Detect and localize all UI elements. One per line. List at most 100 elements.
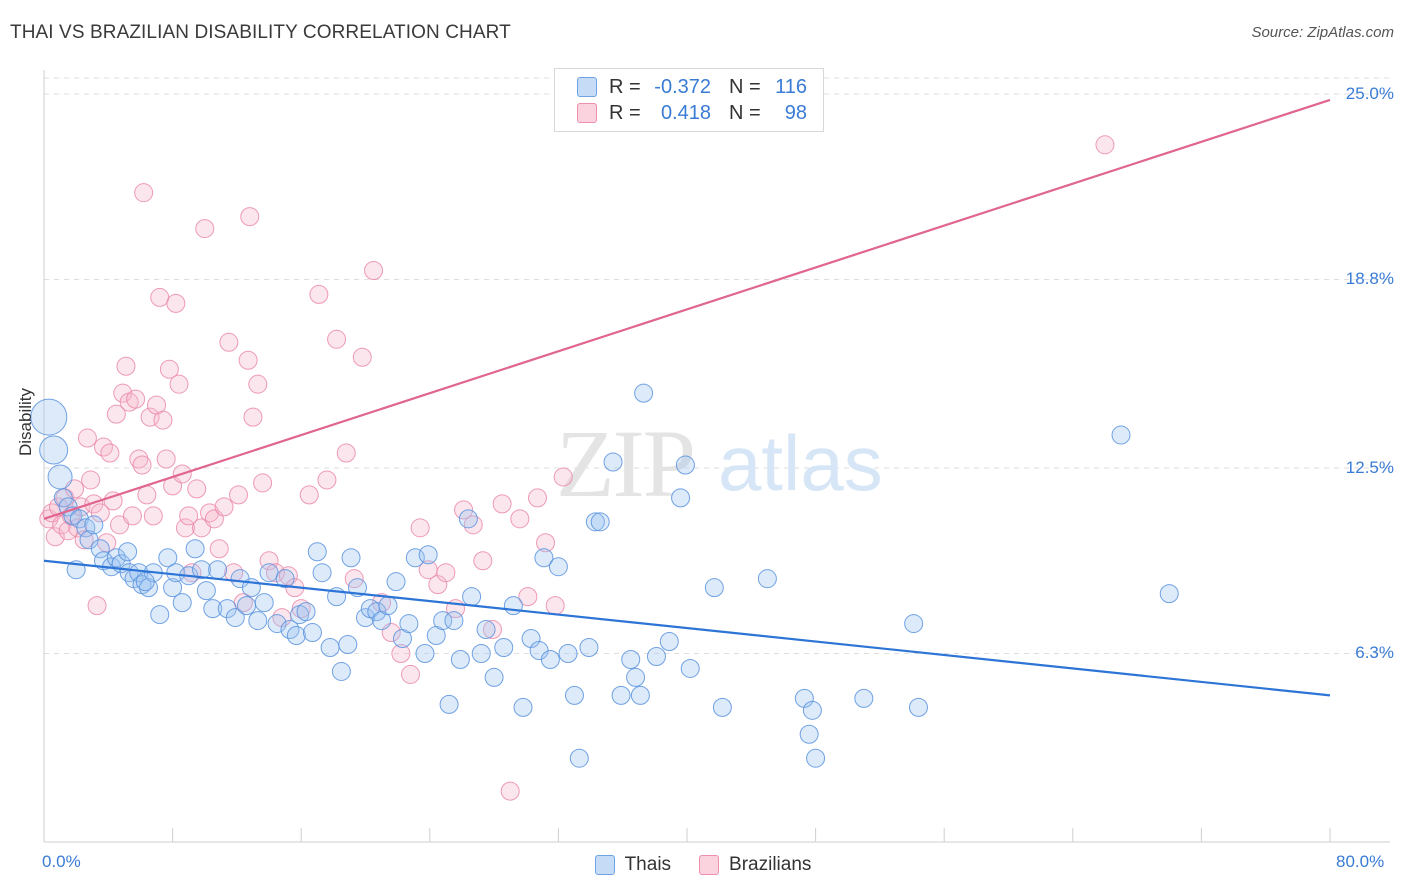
thais-point (203, 599, 223, 619)
brazilians-point (454, 500, 474, 520)
thais-point (254, 593, 274, 613)
thais-point (338, 635, 358, 655)
thais-point (225, 608, 245, 628)
thais-point (39, 435, 69, 465)
thais-point (386, 572, 406, 592)
brazilians-point (528, 488, 548, 508)
thais-point (806, 748, 826, 768)
brazilians-point (492, 494, 512, 514)
watermark-atlas: atlas (718, 419, 883, 507)
brazilians-point (137, 485, 157, 505)
brazilians-point (536, 533, 556, 553)
brazilians-point (87, 596, 107, 616)
y-tick-label: 18.8% (1345, 269, 1394, 289)
thais-point (704, 578, 724, 598)
trend-lines (43, 98, 1331, 697)
thais-point (1111, 425, 1131, 445)
legend-swatch-brazilians (699, 855, 720, 875)
thais-point (548, 557, 568, 577)
y-tick-label: 25.0% (1345, 83, 1394, 103)
thais-point (569, 748, 589, 768)
thais-point (192, 560, 212, 580)
thais-point (854, 688, 874, 708)
legend-n-value: 116 (775, 75, 807, 98)
brazilians-point (106, 404, 126, 424)
brazilians-points (39, 135, 1115, 801)
brazilians-point (74, 530, 94, 550)
thais-point (646, 646, 666, 666)
brazilians-point (134, 183, 154, 203)
thais-point (163, 578, 183, 598)
thais-point (444, 611, 464, 631)
legend-r-label: R = (609, 75, 641, 98)
brazilians-point (103, 491, 123, 511)
brazilians-point (248, 374, 268, 394)
thais-point (341, 548, 361, 568)
thais-point (630, 685, 650, 705)
brazilians-point (238, 350, 258, 370)
thais-point (558, 643, 578, 663)
thais-point (626, 667, 646, 687)
brazilians-point (473, 551, 493, 571)
thais-point (302, 623, 322, 643)
correlation-legend: R = -0.372 N = 116 R = 0.418 N = 98 (554, 68, 824, 132)
brazilians-point (159, 359, 179, 379)
thais-point (150, 605, 170, 625)
legend-item-thais[interactable]: Thais (594, 854, 671, 876)
brazilians-point (391, 643, 411, 663)
thais-point (675, 455, 695, 475)
brazilians-point (153, 410, 173, 430)
thais-point (118, 542, 138, 562)
brazilians-point (309, 284, 329, 304)
legend-row-brazilians: R = 0.418 N = 98 (577, 101, 807, 125)
brazilians-point (278, 566, 298, 586)
axes (43, 70, 1390, 843)
thais-point (680, 658, 700, 678)
thais-point (621, 649, 641, 669)
thais-point (158, 548, 178, 568)
brazilians-point (169, 374, 189, 394)
thais-point (904, 614, 924, 634)
brazilians-point (219, 332, 239, 352)
brazilians-point (482, 620, 502, 640)
brazilians-point (253, 473, 273, 493)
thais-point (476, 620, 496, 640)
brazilians-point (1095, 135, 1115, 155)
brazilians-point (175, 518, 195, 538)
thais-point (399, 614, 419, 634)
brazilians-point (150, 287, 170, 307)
brazilians-point (90, 503, 110, 523)
legend-item-brazilians[interactable]: Brazilians (699, 854, 811, 876)
brazilians-point (214, 497, 234, 517)
thais-point (659, 632, 679, 652)
thais-point (799, 724, 819, 744)
thais-trend-line (43, 559, 1331, 697)
watermark: ZIP atlas (556, 410, 883, 517)
brazilians-point (240, 207, 260, 227)
brazilians-point (122, 506, 142, 526)
legend-swatch-brazilians (577, 103, 597, 123)
thais-point (138, 578, 158, 598)
brazilians-point (100, 443, 120, 463)
thais-point (433, 611, 453, 631)
brazilians-point (364, 260, 384, 280)
brazilians-point (352, 347, 372, 367)
thais-point (90, 539, 110, 559)
brazilians-point (553, 467, 573, 487)
brazilians-point (265, 563, 285, 583)
legend-r-value: 0.418 (660, 101, 711, 124)
brazilians-point (518, 587, 538, 607)
legend-r-label: R = (609, 101, 641, 124)
brazilians-trend-line (43, 98, 1331, 520)
thais-point (267, 614, 287, 634)
brazilians-point (156, 449, 176, 469)
thais-point (611, 685, 631, 705)
legend-label-brazilians: Brazilians (729, 854, 812, 875)
thais-point (367, 602, 387, 622)
thais-point (53, 488, 73, 508)
thais-point (418, 545, 438, 565)
thais-point (757, 569, 777, 589)
legend-swatch-thais (577, 77, 597, 97)
brazilians-point (401, 664, 421, 684)
chart-title: THAI VS BRAZILIAN DISABILITY CORRELATION… (10, 22, 511, 43)
